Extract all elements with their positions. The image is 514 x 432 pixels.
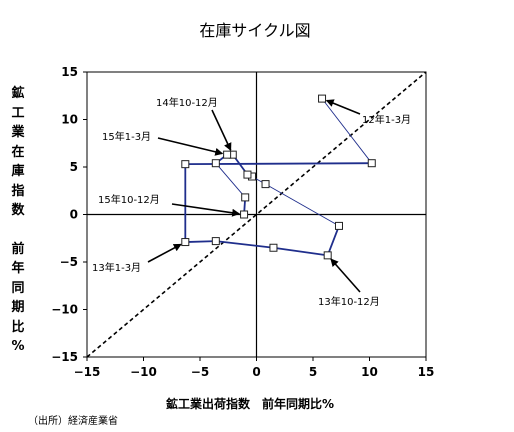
series-line-segment: [215, 162, 246, 198]
y-tick-label: −15: [51, 350, 78, 364]
data-point-marker: [261, 180, 270, 189]
y-tick-label: 15: [61, 65, 78, 79]
annotation-label: 15年1-3月: [102, 130, 151, 143]
annotation-arrow: [211, 109, 232, 152]
x-tick-label: −15: [74, 365, 101, 379]
annotation-arrow: [147, 243, 182, 263]
x-tick-label: 0: [252, 365, 260, 379]
data-point-marker: [269, 243, 278, 252]
annotation-label: 15年10-12月: [98, 193, 160, 206]
series-layer: [181, 94, 376, 260]
data-point-marker: [181, 238, 190, 247]
data-point-marker: [318, 94, 327, 103]
annotation-label: 14年10-12月: [156, 96, 218, 109]
annotation-arrow: [325, 99, 361, 115]
x-tick-label: 15: [418, 365, 435, 379]
annotation-layer: 12年1-3月 13年1-3月 13年10-12月 14年10-12月 15年1-3月 1…: [92, 96, 411, 308]
x-tick-label: 5: [309, 365, 317, 379]
data-point-marker: [334, 221, 343, 230]
data-point-marker: [211, 237, 220, 246]
y-tick-label: 5: [70, 160, 78, 174]
reference-diagonal-line: [86, 71, 427, 358]
series-line-segment: [321, 98, 373, 164]
y-tick-label: 10: [61, 113, 78, 127]
x-tick-label: −5: [191, 365, 209, 379]
series-line-segment: [215, 240, 274, 249]
annotation-label: 13年1-3月: [92, 261, 141, 274]
annotation-label: 12年1-3月: [362, 113, 411, 126]
y-axis-label: 鉱工業在庫指数 前年同期比%: [6, 84, 30, 357]
y-axis-label-main: 鉱工業在庫指数: [11, 86, 25, 218]
data-point-marker: [211, 159, 220, 168]
data-point-marker: [223, 150, 232, 159]
data-point-marker: [323, 251, 332, 260]
y-axis-label-sub: 前年同期比%: [11, 241, 25, 355]
data-point-marker: [240, 210, 249, 219]
chart-title: 在庫サイクル図: [199, 21, 310, 40]
annotation-arrow: [330, 258, 361, 293]
y-tick-label: −5: [60, 255, 78, 269]
data-point-marker: [367, 159, 376, 168]
axes-layer: [86, 71, 427, 358]
data-point-marker: [181, 160, 190, 169]
x-axis-label: 鉱工業出荷指数 前年同期比%: [166, 396, 334, 411]
annotation-label: 13年10-12月: [318, 295, 380, 308]
source-note: （出所）経済産業省: [28, 414, 118, 427]
data-point-marker: [243, 170, 252, 179]
x-tick-label: 10: [361, 365, 378, 379]
annotation-arrow: [157, 137, 224, 156]
tick-labels: −15 −10 −5 0 5 10 15 −15 −10 −5 0 5 10 15: [51, 65, 434, 379]
series-line-segment: [273, 246, 328, 257]
series-line-segment: [265, 183, 340, 227]
data-point-marker: [241, 193, 250, 202]
y-tick-label: −10: [51, 303, 78, 317]
x-tick-label: −10: [130, 365, 157, 379]
annotation-arrow: [171, 203, 241, 217]
series-line-segment: [185, 240, 216, 243]
y-tick-label: 0: [70, 208, 78, 222]
series-line-segment: [326, 225, 340, 256]
